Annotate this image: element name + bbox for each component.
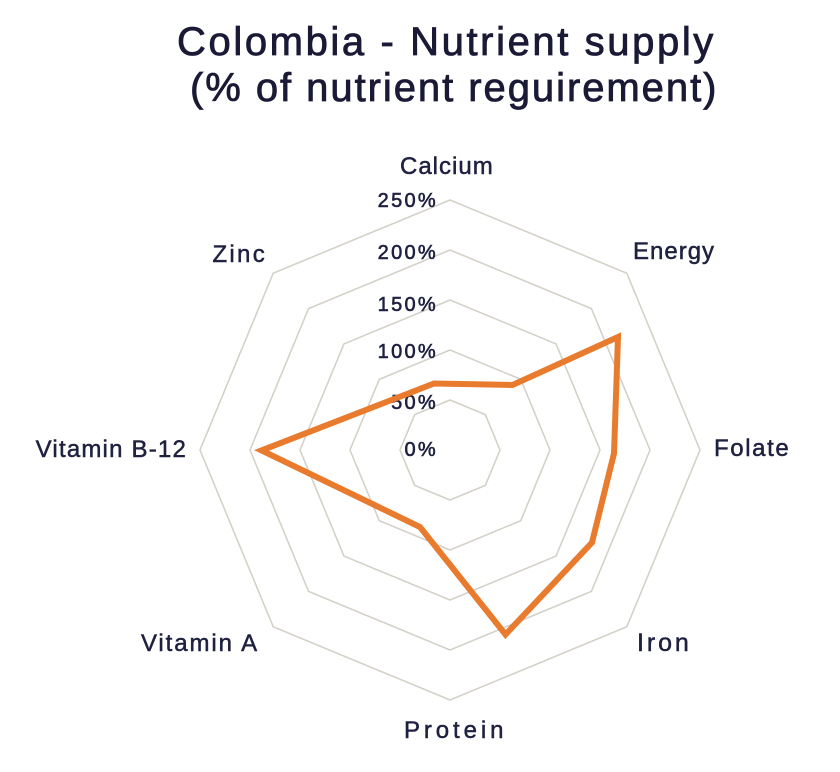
svg-text:0%: 0% xyxy=(404,439,438,461)
svg-text:100%: 100% xyxy=(378,341,438,363)
svg-text:Vitamin B-12: Vitamin B-12 xyxy=(36,436,187,463)
svg-text:250%: 250% xyxy=(378,190,438,212)
svg-text:Zinc: Zinc xyxy=(212,241,267,268)
svg-text:200%: 200% xyxy=(378,242,438,264)
svg-text:Energy: Energy xyxy=(633,238,715,265)
svg-text:Protein: Protein xyxy=(404,717,507,744)
svg-text:(% of nutrient reguirement): (% of nutrient reguirement) xyxy=(190,66,718,110)
svg-text:Colombia - Nutrient supply: Colombia - Nutrient supply xyxy=(177,20,716,64)
svg-text:Calcium: Calcium xyxy=(400,153,494,180)
svg-text:Folate: Folate xyxy=(714,435,790,462)
svg-text:Vitamin A: Vitamin A xyxy=(141,630,259,657)
svg-text:150%: 150% xyxy=(378,294,438,316)
svg-text:Iron: Iron xyxy=(637,629,692,657)
